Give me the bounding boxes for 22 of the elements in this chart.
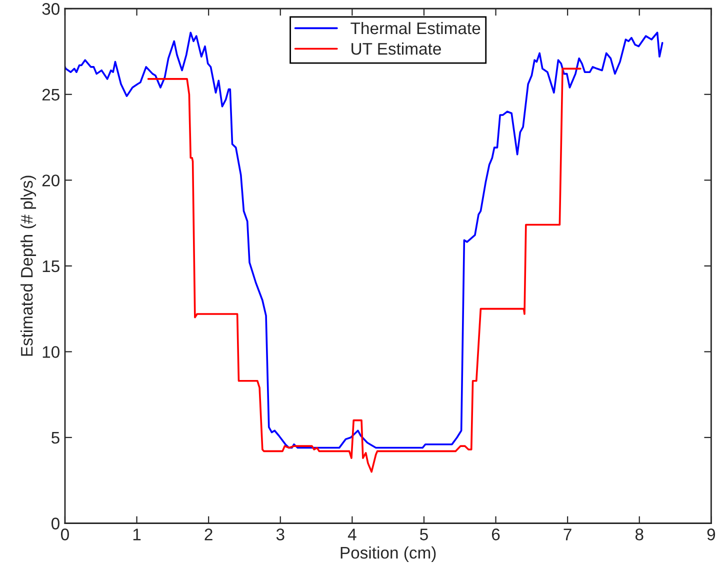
x-tick-label: 1: [133, 528, 141, 540]
x-tick-label: 4: [348, 528, 356, 540]
x-tick-label: 9: [707, 528, 716, 540]
y-tick-label: 30: [42, 3, 60, 15]
y-tick-label: 0: [52, 518, 60, 530]
legend-label: Thermal Estimate: [350, 22, 480, 34]
x-tick-label: 5: [420, 528, 428, 540]
y-tick-label: 10: [42, 346, 60, 358]
x-tick-label: 0: [60, 528, 69, 540]
x-tick-label: 7: [564, 528, 572, 540]
y-axis-title: Estimated Depth (# plys): [20, 176, 36, 356]
x-axis-title: Position (cm): [340, 546, 436, 562]
y-tick-label: 20: [42, 174, 60, 186]
legend-label: UT Estimate: [352, 42, 441, 55]
y-tick-label: 5: [52, 432, 60, 444]
x-tick-label: 6: [492, 528, 500, 540]
x-tick-label: 2: [204, 528, 212, 540]
line-series: [147, 68, 582, 473]
y-tick-label: 25: [42, 88, 60, 101]
x-tick-label: 3: [276, 528, 284, 540]
y-tick-label: 15: [42, 260, 60, 272]
x-tick-label: 8: [635, 528, 644, 540]
